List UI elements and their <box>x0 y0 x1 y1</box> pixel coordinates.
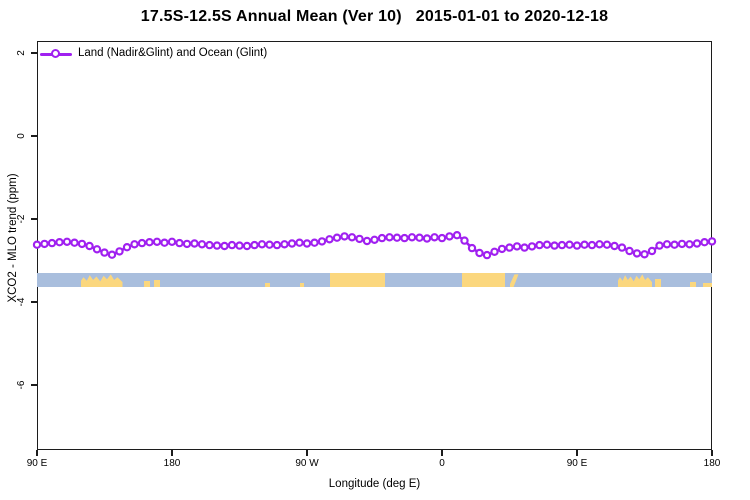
land-segment <box>617 274 652 287</box>
x-tick-label: 180 <box>163 458 181 469</box>
land-ocean-band <box>37 273 712 287</box>
plot-area <box>37 41 712 450</box>
land-segment <box>80 274 123 287</box>
land-segment <box>143 280 150 287</box>
y-axis-title: XCO2 - MLO trend (ppm) <box>7 173 19 303</box>
x-tick-label: 0 <box>439 458 445 469</box>
x-tick-mark <box>576 450 578 456</box>
land-segment <box>329 273 385 287</box>
x-tick-label: 90 E <box>566 458 588 469</box>
land-segment <box>265 282 270 287</box>
x-tick-label: 180 <box>703 458 721 469</box>
x-tick-mark <box>711 450 713 456</box>
land-segment <box>655 278 661 287</box>
land-segment <box>461 273 505 287</box>
x-axis-title: Longitude (deg E) <box>328 478 421 490</box>
land-segment <box>299 282 304 287</box>
x-tick-mark <box>36 450 38 456</box>
legend-label: Land (Nadir&Glint) and Ocean (Glint) <box>78 47 268 59</box>
legend-circle-marker-icon <box>51 49 60 58</box>
x-tick-label: 90 W <box>295 458 319 469</box>
x-tick-mark <box>171 450 173 456</box>
chart-title: 17.5S-12.5S Annual Mean (Ver 10) 2015-01… <box>140 8 609 25</box>
x-tick-mark <box>441 450 443 456</box>
land-segment <box>689 282 696 287</box>
x-tick-mark <box>306 450 308 456</box>
land-segment <box>154 280 160 287</box>
land-segment <box>703 282 712 287</box>
x-tick-label: 90 E <box>26 458 48 469</box>
y-tick-label: -6 <box>16 380 27 390</box>
y-tick-mark <box>31 52 37 54</box>
y-tick-mark <box>31 218 37 220</box>
y-tick-mark <box>31 384 37 386</box>
y-tick-mark <box>31 301 37 303</box>
y-tick-mark <box>31 135 37 137</box>
y-tick-label: 2 <box>16 50 27 56</box>
land-segment <box>509 274 519 287</box>
